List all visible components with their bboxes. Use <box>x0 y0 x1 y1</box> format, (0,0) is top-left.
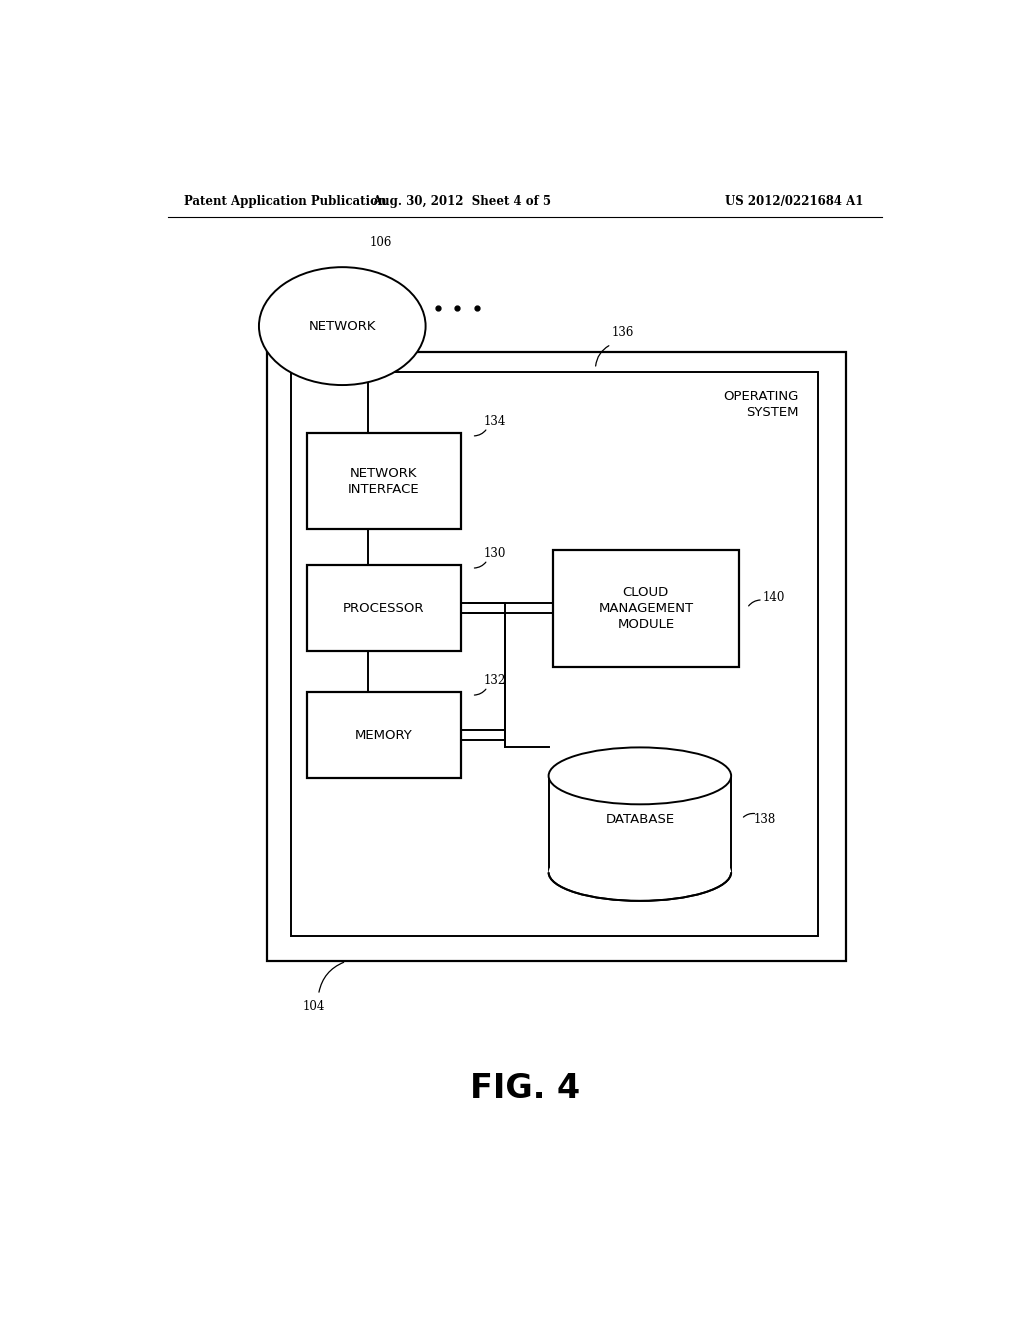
Bar <box>306 565 461 651</box>
Text: NETWORK
INTERFACE: NETWORK INTERFACE <box>348 466 420 495</box>
Text: NETWORK: NETWORK <box>308 319 376 333</box>
Ellipse shape <box>549 747 731 804</box>
Bar <box>291 372 818 936</box>
Text: 104: 104 <box>303 1001 325 1012</box>
Text: 106: 106 <box>370 236 392 249</box>
Bar <box>267 351 846 961</box>
Bar <box>306 433 461 529</box>
Text: Aug. 30, 2012  Sheet 4 of 5: Aug. 30, 2012 Sheet 4 of 5 <box>372 194 551 207</box>
Bar <box>549 776 731 873</box>
Text: DATABASE: DATABASE <box>605 813 675 825</box>
Text: 132: 132 <box>483 675 506 686</box>
Text: MEMORY: MEMORY <box>355 729 413 742</box>
Text: CLOUD
MANAGEMENT
MODULE: CLOUD MANAGEMENT MODULE <box>598 586 693 631</box>
Text: 134: 134 <box>483 414 506 428</box>
Text: 136: 136 <box>611 326 634 339</box>
Text: 138: 138 <box>754 813 775 825</box>
Ellipse shape <box>549 843 731 900</box>
Ellipse shape <box>259 267 426 385</box>
Text: US 2012/0221684 A1: US 2012/0221684 A1 <box>725 194 864 207</box>
Text: 140: 140 <box>763 591 785 605</box>
Text: FIG. 4: FIG. 4 <box>470 1072 580 1105</box>
Text: 130: 130 <box>483 546 506 560</box>
Text: OPERATING
SYSTEM: OPERATING SYSTEM <box>723 391 799 420</box>
Text: Patent Application Publication: Patent Application Publication <box>183 194 386 207</box>
Text: PROCESSOR: PROCESSOR <box>343 602 425 615</box>
Bar <box>553 549 739 667</box>
Bar <box>306 692 461 779</box>
